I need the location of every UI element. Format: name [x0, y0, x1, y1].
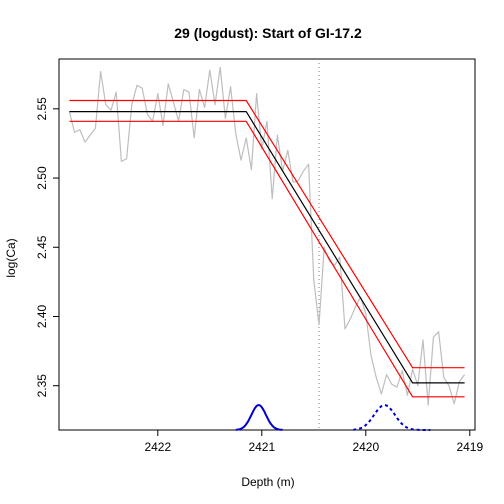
fit-line	[69, 110, 465, 384]
y-axis: 2.35 2.40 2.45 2.50 2.55	[35, 97, 60, 398]
x-tick-label: 2422	[144, 440, 171, 454]
lower-bound-line	[69, 120, 465, 398]
x-axis-label: Depth (m)	[241, 475, 294, 489]
y-tick-label: 2.45	[35, 235, 49, 259]
upper-bound-line	[69, 99, 465, 369]
chart-title: 29 (logdust): Start of GI-17.2	[174, 25, 362, 41]
plot-area	[68, 59, 466, 431]
x-axis: 2422 2421 2420 2419	[144, 429, 483, 454]
x-tick-label: 2419	[456, 440, 483, 454]
y-tick-label: 2.55	[35, 97, 49, 121]
x-tick-label: 2420	[352, 440, 379, 454]
data-series-line	[68, 66, 466, 406]
y-tick-label: 2.35	[35, 374, 49, 398]
end-density-curve	[353, 404, 431, 431]
x-tick-label: 2421	[248, 440, 275, 454]
y-tick-label: 2.50	[35, 166, 49, 190]
onset-density-curve	[235, 404, 283, 431]
y-tick-label: 2.40	[35, 304, 49, 328]
plot-frame	[58, 58, 476, 431]
y-axis-label: log(Ca)	[4, 238, 18, 277]
